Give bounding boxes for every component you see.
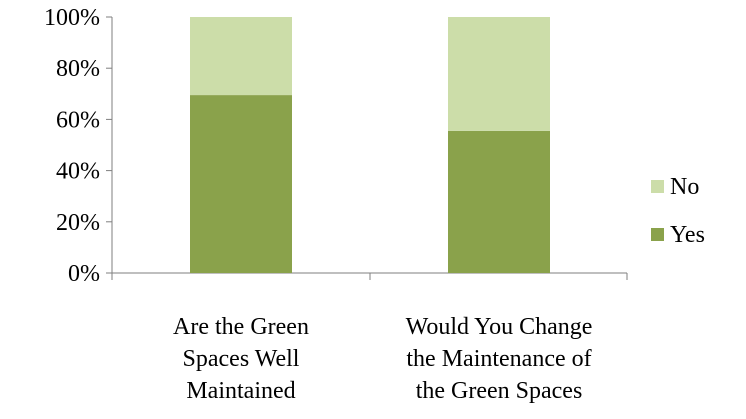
legend: No Yes <box>651 174 705 248</box>
category-label-line: Would You Change <box>406 314 593 340</box>
legend-label-yes: Yes <box>670 222 705 248</box>
category-labels: Are the Green Spaces Well Maintained Would … <box>173 314 592 404</box>
bar-no-2 <box>448 17 550 131</box>
legend-label-no: No <box>670 174 699 200</box>
y-tick-label: 60% <box>56 107 100 133</box>
category-label: Would You Change the Maintenance of the Gr… <box>406 314 593 404</box>
legend-swatch-yes <box>651 228 664 241</box>
legend-swatch-no <box>651 180 664 193</box>
y-tick-label: 100% <box>44 5 100 31</box>
bar-yes-1 <box>190 95 292 273</box>
category-label-line: Spaces Well <box>183 346 300 372</box>
category-label-line: the Maintenance of <box>406 346 591 372</box>
y-tick-label: 80% <box>56 56 100 82</box>
y-axis: 0% 20% 40% 60% 80% 100% <box>44 5 113 287</box>
y-tick-label: 20% <box>56 210 100 236</box>
bar-no-1 <box>190 17 292 96</box>
category-label-line: Are the Green <box>173 314 309 340</box>
bar-yes-2 <box>448 130 550 273</box>
y-tick-label: 40% <box>56 159 100 185</box>
category-label: Are the Green Spaces Well Maintained <box>173 314 309 404</box>
category-label-line: Maintained <box>186 378 295 404</box>
category-label-line: the Green Spaces <box>416 378 583 404</box>
y-tick-label: 0% <box>68 261 100 287</box>
x-axis <box>111 272 628 280</box>
bars <box>190 17 550 273</box>
